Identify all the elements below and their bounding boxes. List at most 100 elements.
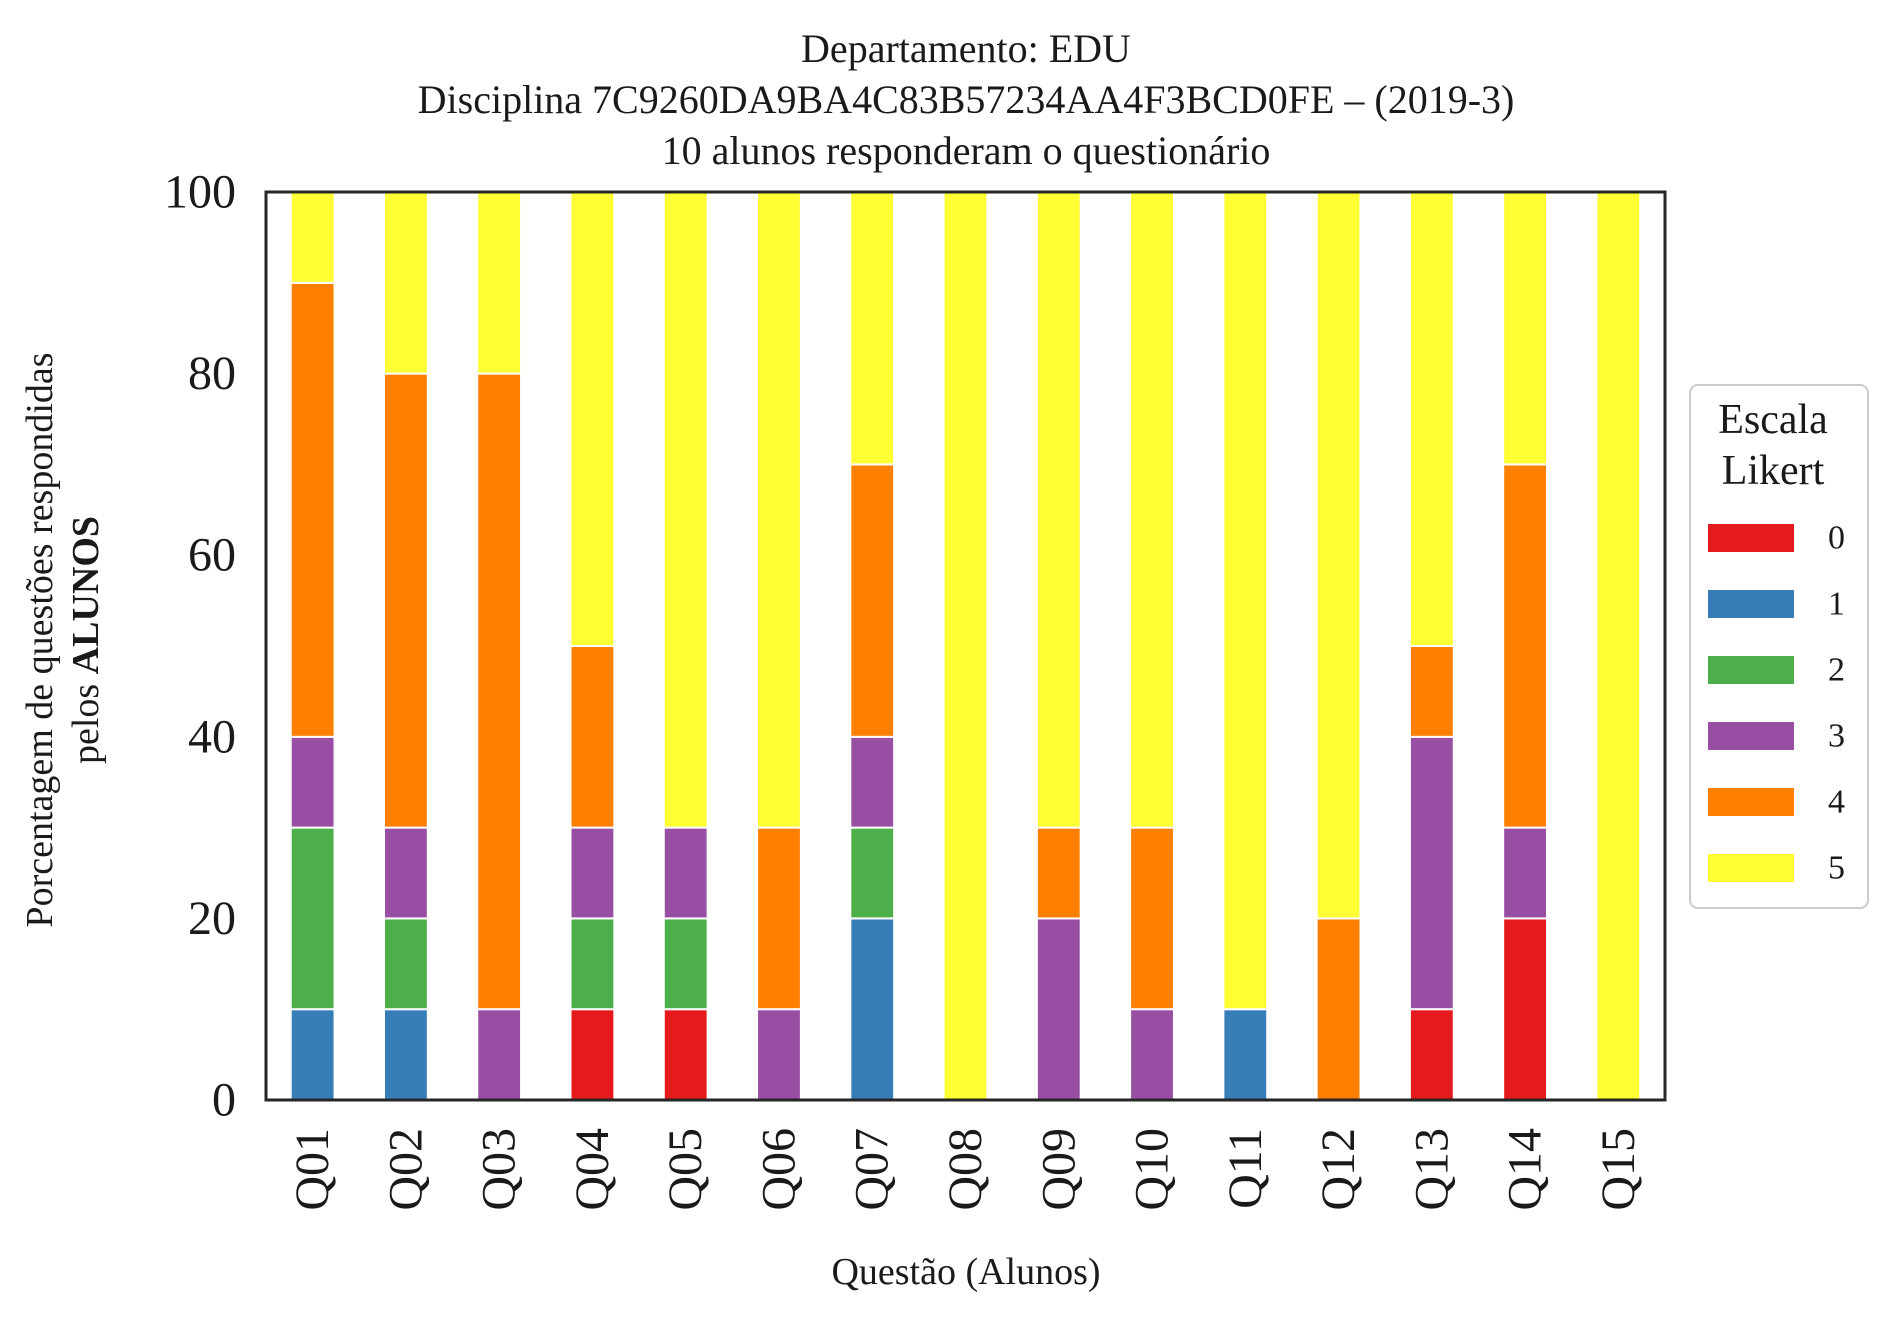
bar-segment-q02-likert-3 [382, 826, 429, 920]
bar-segment-q07-likert-3 [849, 735, 896, 829]
legend-swatch-4 [1708, 788, 1794, 816]
bar-segment-q13-likert-0 [1408, 1008, 1455, 1102]
legend-label-4: 4 [1828, 784, 1845, 821]
bar-segment-q14-likert-5 [1502, 191, 1549, 466]
bar-segment-q03-likert-3 [476, 1008, 523, 1102]
bar-segment-q09-likert-3 [1035, 917, 1082, 1102]
x-tick-label-q07: Q07 [846, 1128, 899, 1211]
x-tick-label-q11: Q11 [1219, 1128, 1272, 1209]
y-tick-label-60: 60 [188, 529, 236, 582]
legend-label-2: 2 [1828, 652, 1845, 689]
legend-label-5: 5 [1828, 850, 1845, 887]
bar-segment-q05-likert-5 [662, 191, 709, 829]
bar-segment-q14-likert-0 [1502, 917, 1549, 1102]
bar-segment-q06-likert-5 [756, 191, 802, 829]
bar-segment-q07-likert-4 [849, 463, 896, 738]
legend-title-line-1: Escala [1718, 397, 1828, 443]
bar-segment-q11-likert-5 [1222, 191, 1269, 1011]
bar-segment-q01-likert-4 [289, 281, 336, 738]
x-tick-label-q12: Q12 [1312, 1128, 1365, 1211]
bar-segment-q01-likert-5 [289, 191, 336, 284]
legend-swatch-5 [1708, 854, 1794, 882]
bar-segment-q01-likert-2 [289, 826, 336, 1011]
x-axis-ticks: Q01 Q02 Q03 Q04 Q05 Q06 Q07 Q08 Q09 Q10 Q11 Q12 Q13 Q… [286, 1128, 1645, 1211]
legend-box [1689, 384, 1869, 909]
bar-segment-q10-likert-3 [1129, 1008, 1175, 1102]
bar-segment-q06-likert-3 [756, 1008, 802, 1102]
bar-segment-q04-likert-3 [569, 826, 616, 920]
x-tick-label-q05: Q05 [659, 1128, 712, 1211]
x-tick-label-q10: Q10 [1126, 1128, 1179, 1211]
x-tick-label-q01: Q01 [286, 1128, 339, 1211]
y-tick-label-0: 0 [212, 1074, 236, 1127]
bar-segment-q14-likert-4 [1502, 463, 1549, 829]
legend-label-1: 1 [1828, 586, 1845, 623]
bar-segment-q06-likert-4 [756, 826, 802, 1011]
bar-segment-q07-likert-5 [849, 191, 896, 466]
y-axis-ticks: 0 20 40 60 80 100 [164, 166, 236, 1127]
legend-swatch-3 [1708, 722, 1794, 750]
legend-entries: 0 1 2 3 4 5 [1708, 520, 1845, 887]
bar-segment-q07-likert-1 [849, 917, 896, 1102]
bar-segment-q04-likert-5 [569, 191, 616, 647]
x-tick-label-q15: Q15 [1592, 1128, 1645, 1211]
bar-segment-q04-likert-0 [569, 1008, 616, 1102]
bar-segment-q02-likert-5 [382, 191, 429, 375]
y-tick-label-20: 20 [188, 892, 236, 945]
bar-segment-q13-likert-5 [1408, 191, 1455, 647]
chart-title: Departamento: EDU Disciplina 7C9260DA9BA… [418, 26, 1515, 173]
y-axis-label-line-2: pelos ALUNOS [65, 516, 107, 764]
bar-segment-q10-likert-5 [1129, 191, 1175, 829]
bar-segment-q09-likert-4 [1035, 826, 1082, 920]
y-tick-label-40: 40 [188, 710, 236, 763]
bar-segment-q05-likert-2 [662, 917, 709, 1011]
x-axis-label: Questão (Alunos) [831, 1251, 1100, 1293]
bar-segment-q11-likert-1 [1222, 1008, 1269, 1102]
bars-layer [289, 191, 1642, 1102]
y-tick-label-100: 100 [164, 166, 236, 219]
y-tick-label-80: 80 [188, 347, 236, 400]
bar-segment-q14-likert-3 [1502, 826, 1549, 920]
bar-segment-q04-likert-2 [569, 917, 616, 1011]
title-line-2: Disciplina 7C9260DA9BA4C83B57234AA4F3BCD… [418, 77, 1515, 122]
title-line-3: 10 alunos responderam o questionário [662, 128, 1271, 173]
bar-segment-q07-likert-2 [849, 826, 896, 920]
bar-segment-q02-likert-2 [382, 917, 429, 1011]
x-tick-label-q14: Q14 [1499, 1128, 1552, 1211]
x-tick-label-q06: Q06 [752, 1128, 805, 1211]
bar-segment-q04-likert-4 [569, 645, 616, 829]
bar-segment-q13-likert-3 [1408, 735, 1455, 1011]
plot-area-frame [264, 190, 1667, 1102]
bar-segment-q02-likert-1 [382, 1008, 429, 1102]
bar-segment-q01-likert-3 [289, 735, 336, 829]
title-line-1: Departamento: EDU [801, 26, 1131, 71]
bar-segment-q10-likert-4 [1129, 826, 1175, 1011]
x-tick-label-q13: Q13 [1405, 1128, 1458, 1211]
bar-segment-q12-likert-4 [1315, 917, 1362, 1102]
x-tick-label-q02: Q02 [379, 1128, 432, 1211]
bar-segment-q03-likert-5 [476, 191, 523, 375]
legend-label-3: 3 [1828, 718, 1845, 755]
legend-swatch-0 [1708, 524, 1794, 552]
legend-title-line-2: Likert [1722, 448, 1825, 494]
legend-swatch-1 [1708, 590, 1794, 618]
bar-segment-q03-likert-4 [476, 372, 523, 1011]
x-tick-label-q03: Q03 [473, 1128, 526, 1211]
bar-segment-q15-likert-5 [1595, 191, 1642, 1101]
x-tick-label-q08: Q08 [939, 1128, 992, 1211]
legend: Escala Likert 0 1 2 3 4 5 [1689, 384, 1869, 909]
bar-segment-q01-likert-1 [289, 1008, 336, 1102]
bar-segment-q05-likert-3 [662, 826, 709, 920]
bar-segment-q12-likert-5 [1315, 191, 1362, 920]
bar-segment-q08-likert-5 [942, 191, 989, 1101]
bar-segment-q02-likert-4 [382, 372, 429, 829]
y-axis-label-line-1: Porcentagem de questões respondidas [19, 352, 61, 927]
legend-label-0: 0 [1828, 520, 1845, 557]
x-tick-label-q04: Q04 [566, 1128, 619, 1211]
bar-segment-q13-likert-4 [1408, 645, 1455, 738]
bar-segment-q09-likert-5 [1035, 191, 1082, 829]
bar-segment-q05-likert-0 [662, 1008, 709, 1102]
legend-swatch-2 [1708, 656, 1794, 684]
y-axis-label: Porcentagem de questões respondidas pelo… [19, 352, 107, 927]
